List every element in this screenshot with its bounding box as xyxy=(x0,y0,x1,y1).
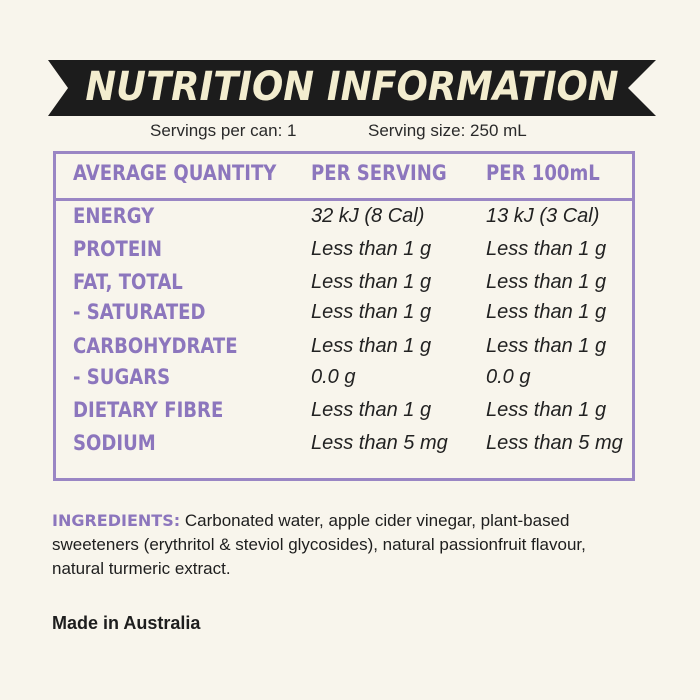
nutrient-name: ENERGY xyxy=(73,204,155,228)
nutrition-table: AVERAGE QUANTITY PER SERVING PER 100mL E… xyxy=(53,151,635,481)
value-per-serving: Less than 1 g xyxy=(311,301,432,323)
header-per-serving: PER SERVING xyxy=(311,161,447,185)
banner-ribbon-shape xyxy=(48,60,656,116)
table-row: - SUGARS 0.0 g 0.0 g xyxy=(56,365,632,397)
nutrient-name: PROTEIN xyxy=(73,237,162,261)
ingredients-text: Carbonated water, apple cider vinegar, p… xyxy=(52,511,586,578)
value-per-100ml: Less than 1 g xyxy=(486,335,607,357)
serving-size: Serving size: 250 mL xyxy=(368,121,527,140)
value-per-100ml: Less than 1 g xyxy=(486,271,607,293)
value-per-100ml: 13 kJ (3 Cal) xyxy=(486,205,600,227)
servings-per-can: Servings per can: 1 xyxy=(150,121,297,140)
table-row: - SATURATED Less than 1 g Less than 1 g xyxy=(56,300,632,332)
nutrient-name: - SATURATED xyxy=(73,300,206,324)
value-per-100ml: Less than 1 g xyxy=(486,399,607,421)
value-per-serving: 0.0 g xyxy=(311,366,356,388)
nutrient-name: SODIUM xyxy=(73,431,156,455)
nutrient-name: FAT, TOTAL xyxy=(73,270,183,294)
nutrient-name: DIETARY FIBRE xyxy=(73,398,224,422)
value-per-serving: Less than 1 g xyxy=(311,238,432,260)
value-per-serving: Less than 5 mg xyxy=(311,432,448,454)
header-average-quantity: AVERAGE QUANTITY xyxy=(73,161,277,185)
table-header-row: AVERAGE QUANTITY PER SERVING PER 100mL xyxy=(56,154,632,201)
value-per-serving: 32 kJ (8 Cal) xyxy=(311,205,425,227)
page-title: NUTRITION INFORMATION xyxy=(85,64,619,110)
value-per-100ml: 0.0 g xyxy=(486,366,531,388)
value-per-serving: Less than 1 g xyxy=(311,271,432,293)
value-per-100ml: Less than 1 g xyxy=(486,301,607,323)
table-row: ENERGY 32 kJ (8 Cal) 13 kJ (3 Cal) xyxy=(56,204,632,236)
value-per-serving: Less than 1 g xyxy=(311,335,432,357)
serving-info: Servings per can: 1 Serving size: 250 mL xyxy=(0,121,700,145)
value-per-100ml: Less than 5 mg xyxy=(486,432,623,454)
table-row: SODIUM Less than 5 mg Less than 5 mg xyxy=(56,431,632,463)
table-row: CARBOHYDRATE Less than 1 g Less than 1 g xyxy=(56,334,632,366)
table-row: DIETARY FIBRE Less than 1 g Less than 1 … xyxy=(56,398,632,430)
nutrient-name: - SUGARS xyxy=(73,365,171,389)
origin-statement: Made in Australia xyxy=(52,613,201,633)
table-row: FAT, TOTAL Less than 1 g Less than 1 g xyxy=(56,270,632,302)
title-banner: NUTRITION INFORMATION xyxy=(48,58,656,118)
ingredients-block: INGREDIENTS: Carbonated water, apple cid… xyxy=(52,509,612,581)
value-per-100ml: Less than 1 g xyxy=(486,238,607,260)
header-per-100ml: PER 100mL xyxy=(486,161,600,185)
ingredients-label: INGREDIENTS: xyxy=(52,511,181,530)
value-per-serving: Less than 1 g xyxy=(311,399,432,421)
table-row: PROTEIN Less than 1 g Less than 1 g xyxy=(56,237,632,269)
nutrient-name: CARBOHYDRATE xyxy=(73,334,238,358)
